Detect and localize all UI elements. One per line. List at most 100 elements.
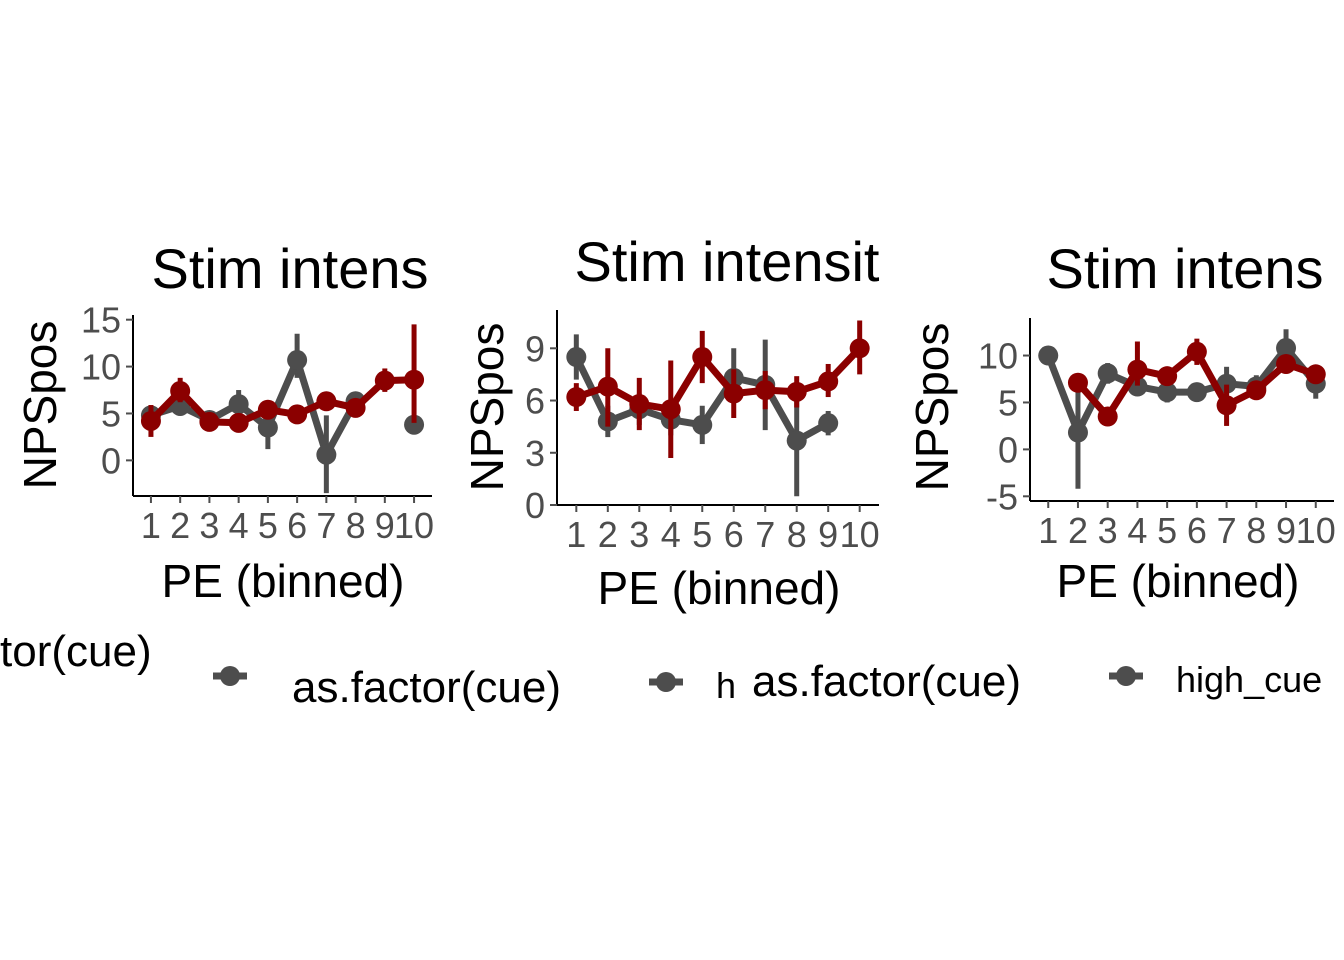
data-point — [660, 399, 681, 420]
y-tick-label: -5 — [986, 476, 1018, 517]
legend-title-fragment: tor(cue) — [0, 627, 152, 676]
x-tick-label: 1 — [1038, 510, 1058, 551]
data-point — [849, 338, 870, 359]
data-point — [228, 394, 249, 415]
legend-label: h — [716, 665, 736, 706]
y-tick-label: 10 — [81, 347, 121, 388]
data-point — [170, 380, 191, 401]
x-tick-label: 7 — [1217, 510, 1237, 551]
x-tick-label: 8 — [787, 514, 807, 555]
y-tick-label: 0 — [998, 429, 1018, 470]
data-point — [287, 404, 308, 425]
y-tick-label: 6 — [525, 381, 545, 422]
x-tick-label: 10 — [394, 505, 434, 546]
data-point — [199, 411, 220, 432]
y-axis-label: NPSpos — [906, 323, 958, 492]
x-tick-label: 8 — [346, 505, 366, 546]
series-high — [1067, 338, 1326, 427]
data-point — [1276, 338, 1297, 359]
x-tick-label: 10 — [840, 514, 880, 555]
x-tick-label: 5 — [692, 514, 712, 555]
x-tick-label: 3 — [199, 505, 219, 546]
panel-title: Stim intens — [152, 237, 429, 300]
y-tick-label: 3 — [525, 433, 545, 474]
x-tick-label: 4 — [1127, 510, 1147, 551]
x-axis-label: PE (binned) — [1057, 555, 1300, 607]
data-point — [404, 369, 425, 390]
legend-1: as.factor(cue) — [213, 663, 561, 712]
series-low — [1038, 329, 1326, 489]
data-point — [629, 394, 650, 415]
data-point — [1157, 382, 1178, 403]
data-point — [1305, 364, 1326, 385]
legend-title: as.factor(cue) — [292, 663, 561, 712]
x-tick-label: 3 — [1098, 510, 1118, 551]
x-tick-label: 9 — [1276, 510, 1296, 551]
data-point — [786, 430, 807, 451]
series-line — [575, 345, 863, 413]
data-point — [1246, 380, 1267, 401]
x-tick-label: 9 — [818, 514, 838, 555]
data-point — [287, 350, 308, 371]
x-tick-label: 9 — [375, 505, 395, 546]
data-point — [692, 347, 713, 368]
data-point — [818, 371, 839, 392]
x-tick-label: 10 — [1296, 510, 1336, 551]
x-tick-label: 7 — [316, 505, 336, 546]
y-tick-label: 5 — [101, 393, 121, 434]
x-tick-label: 5 — [258, 505, 278, 546]
data-point — [755, 380, 776, 401]
y-axis-label: NPSpos — [461, 323, 513, 492]
x-tick-label: 5 — [1157, 510, 1177, 551]
data-point — [1186, 382, 1207, 403]
data-point — [786, 381, 807, 402]
data-point — [692, 414, 713, 435]
legend-3: as.factor(cue) high_cue — [752, 657, 1322, 706]
data-point — [566, 347, 587, 368]
legend-title: as.factor(cue) — [752, 657, 1021, 706]
x-tick-label: 2 — [1068, 510, 1088, 551]
data-point — [345, 397, 366, 418]
series-high — [140, 324, 425, 437]
data-point — [1157, 366, 1178, 387]
data-point — [1127, 359, 1148, 380]
y-tick-label: 9 — [525, 328, 545, 369]
data-point — [1097, 363, 1118, 384]
x-tick-label: 8 — [1246, 510, 1266, 551]
y-tick-label: 5 — [998, 382, 1018, 423]
data-point — [1216, 373, 1237, 394]
data-point — [1097, 406, 1118, 427]
legend-key-point — [1116, 666, 1136, 686]
x-tick-label: 2 — [598, 514, 618, 555]
x-tick-label: 6 — [287, 505, 307, 546]
legend-row: tor(cue) as.factor(cue) h as.factor(cue) hi… — [0, 627, 1322, 712]
y-axis-label: NPSpos — [14, 321, 66, 490]
x-tick-label: 2 — [170, 505, 190, 546]
y-tick-label: 0 — [525, 485, 545, 526]
y-tick-label: 15 — [81, 300, 121, 341]
x-tick-label: 3 — [629, 514, 649, 555]
data-point — [1067, 372, 1088, 393]
data-point — [374, 370, 395, 391]
x-tick-label: 6 — [724, 514, 744, 555]
data-point — [316, 444, 337, 465]
x-tick-label: 7 — [755, 514, 775, 555]
x-axis-label: PE (binned) — [162, 555, 405, 607]
data-point — [1216, 395, 1237, 416]
series-line — [148, 376, 415, 427]
x-tick-label: 4 — [229, 505, 249, 546]
data-point — [404, 414, 425, 435]
data-point — [566, 387, 587, 408]
data-point — [723, 383, 744, 404]
data-point — [597, 376, 618, 397]
data-point — [228, 412, 249, 433]
data-point — [257, 417, 278, 438]
legend-label: high_cue — [1176, 659, 1322, 700]
data-point — [140, 410, 161, 431]
legend-key-point — [656, 672, 676, 692]
series-high — [566, 320, 870, 458]
data-point — [257, 399, 278, 420]
